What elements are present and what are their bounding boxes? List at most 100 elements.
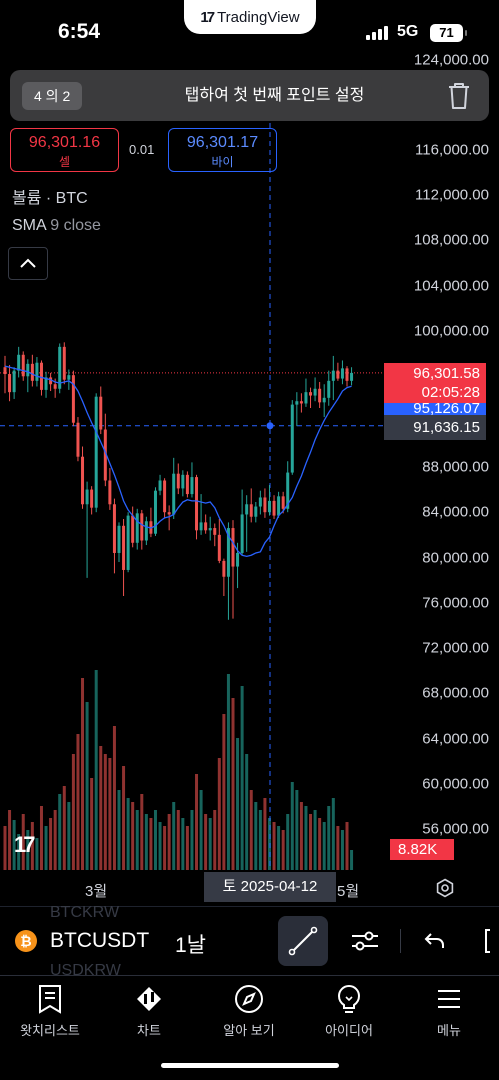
sma-name: SMA [12, 217, 46, 234]
nav-item-watchlist[interactable]: 왓치리스트 [0, 984, 100, 1039]
adjacent-symbol-label: USDKRW [50, 962, 121, 979]
lightbulb-icon [337, 985, 361, 1013]
candle-body [94, 396, 98, 508]
sell-button[interactable]: 96,301.16 셀 [10, 128, 119, 172]
symbol-selector[interactable]: BTCUSDT [50, 929, 150, 952]
candle-body [217, 534, 221, 561]
candle-body [85, 489, 89, 505]
candle-body [67, 375, 71, 380]
toast-message: 탭하여 첫 번째 포인트 설정 [184, 87, 365, 104]
time-label: 5월 [337, 883, 360, 900]
nav-item-ideas[interactable]: 아이디어 [299, 984, 399, 1039]
volume-bar [313, 810, 317, 870]
price-tick: 64,000.00 [422, 730, 489, 748]
volume-bar [58, 794, 62, 870]
nav-item-menu[interactable]: 메뉴 [399, 984, 499, 1039]
volume-bar [245, 754, 249, 870]
price-tick: 72,000.00 [422, 639, 489, 657]
chart-icon [137, 987, 161, 1011]
price-tick: 84,000.00 [422, 503, 489, 521]
volume-bar [277, 826, 281, 870]
trash-icon[interactable] [447, 82, 471, 110]
nav-item-explore[interactable]: 알아 보기 [199, 984, 299, 1039]
app-banner[interactable]: 17 TradingView [184, 0, 316, 34]
sell-label: 셀 [58, 155, 71, 169]
nav-label: 차트 [137, 1023, 161, 1038]
volume-bar [309, 814, 313, 870]
volume-bar [94, 670, 98, 870]
volume-bar [304, 806, 308, 870]
sma-legend[interactable]: SMA 9 close [12, 217, 101, 235]
volume-bar [163, 826, 167, 870]
chart-settings-icon[interactable] [435, 878, 455, 898]
volume-bar [281, 830, 285, 870]
volume-bar [286, 814, 290, 870]
volume-bar [318, 818, 322, 870]
trend-line-tool-button[interactable] [278, 916, 328, 966]
volume-bar [103, 754, 107, 870]
volume-bar [258, 810, 262, 870]
candle-body [208, 528, 212, 531]
volume-bar [62, 786, 66, 870]
volume-bar [331, 798, 335, 870]
candle-body [350, 372, 354, 381]
volume-bar [322, 822, 326, 870]
volume-bar [90, 778, 94, 870]
candle-body [8, 374, 12, 393]
candle-body [30, 363, 34, 381]
fullscreen-icon[interactable] [483, 927, 499, 955]
candle-body [17, 354, 21, 371]
price-tick: 68,000.00 [422, 684, 489, 702]
volume-bar [8, 810, 12, 870]
nav-label: 알아 보기 [223, 1023, 275, 1038]
price-tick: 104,000.00 [413, 277, 489, 295]
volume-bar [122, 766, 126, 870]
candle-body [44, 377, 48, 390]
nav-item-chart[interactable]: 차트 [99, 984, 199, 1039]
bid-price: 96,301.16 [28, 134, 101, 151]
price-tick: 76,000.00 [422, 594, 489, 612]
chevron-up-icon [20, 258, 36, 268]
volume-bar [126, 798, 130, 870]
candle-body [313, 388, 317, 396]
volume-legend[interactable]: 볼륨 · BTC [12, 190, 88, 207]
watchlist-icon [39, 985, 61, 1014]
collapse-legend-button[interactable] [8, 247, 48, 280]
interval-selector[interactable]: 1날 [175, 934, 206, 957]
candle-body [309, 392, 313, 396]
volume-bar [39, 806, 43, 870]
candle-body [295, 401, 299, 405]
buy-button[interactable]: 96,301.17 바이 [168, 128, 277, 172]
bitcoin-icon: ₿ [15, 930, 37, 952]
volume-bar [199, 790, 203, 870]
candle-body [49, 377, 53, 385]
time-label: 3월 [85, 883, 108, 900]
candle-body [318, 388, 322, 403]
candle-body [103, 429, 107, 481]
undo-icon[interactable] [422, 929, 448, 953]
candle-body [213, 528, 217, 535]
volume-bar [117, 790, 121, 870]
candle-body [53, 384, 57, 389]
spread-value: 0.01 [129, 142, 155, 157]
adjacent-symbol-label: BTCKRW [50, 904, 120, 921]
candle-body [81, 456, 85, 505]
volume-bar [149, 818, 153, 870]
volume-bar [99, 746, 103, 870]
volume-bar [185, 826, 189, 870]
status-bar: 6:54 17 TradingView 5G 71 [0, 0, 499, 64]
volume-bar [340, 830, 344, 870]
price-chart[interactable] [0, 0, 499, 906]
candle-body [185, 474, 189, 495]
volume-bar [158, 822, 162, 870]
volume-bar [172, 802, 176, 870]
indicator-settings-icon[interactable] [349, 927, 381, 955]
volume-bar [231, 698, 235, 870]
candle-body [181, 474, 185, 489]
volume-bar [327, 806, 331, 870]
candle-body [108, 480, 112, 505]
step-counter: 4 의 2 [22, 82, 83, 110]
volume-bar [204, 814, 208, 870]
price-tick: 100,000.00 [413, 322, 489, 340]
candle-body [322, 397, 326, 403]
